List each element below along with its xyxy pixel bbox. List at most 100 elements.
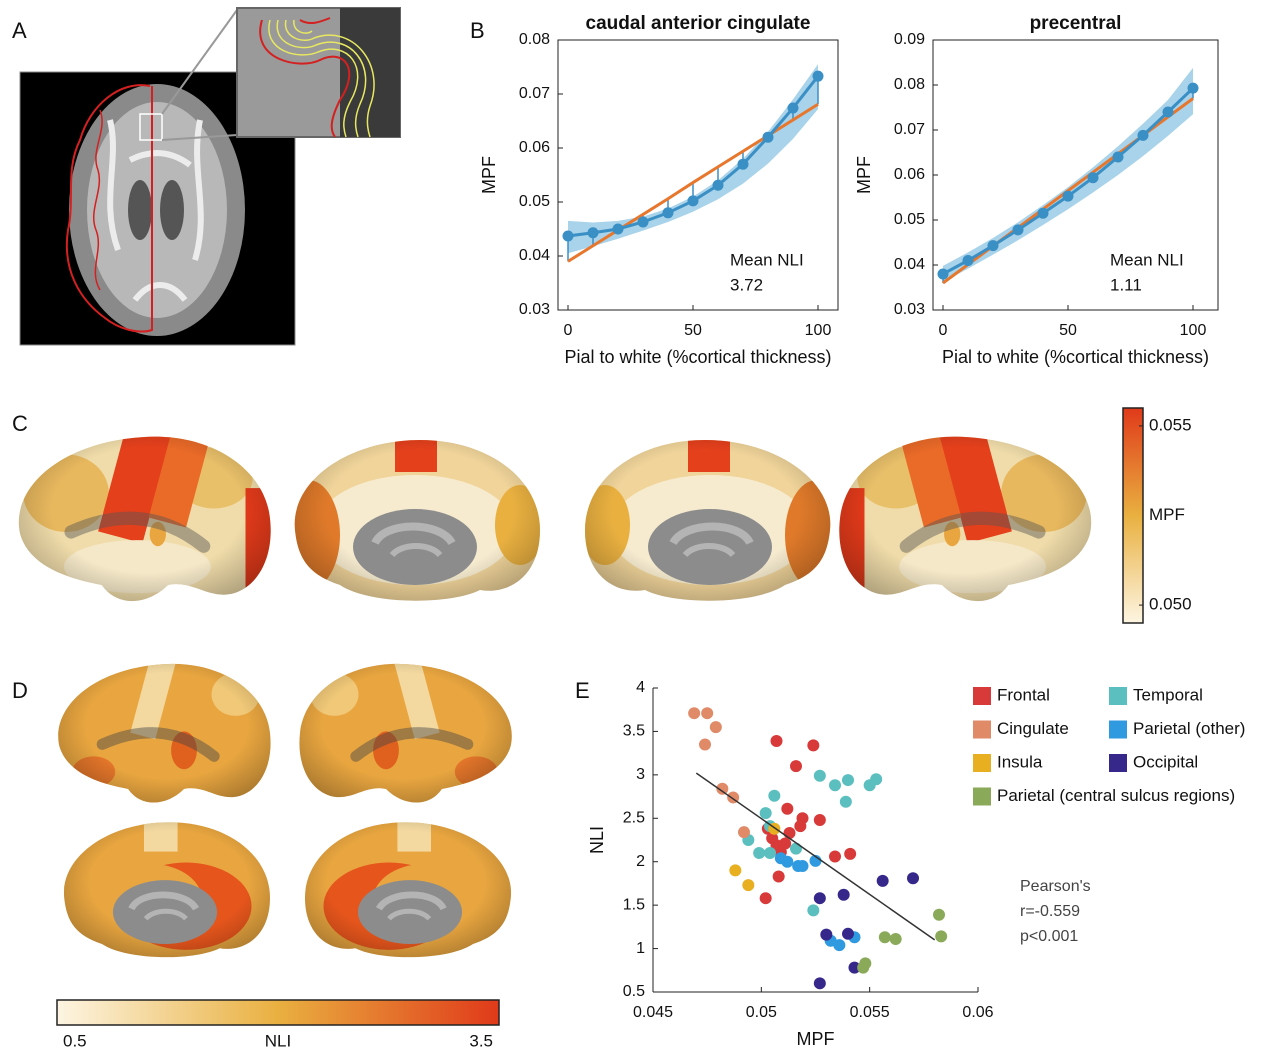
annotation: 3.72	[730, 275, 763, 294]
data-point	[612, 223, 624, 235]
scatter-point	[820, 928, 833, 941]
scatter-point	[935, 930, 948, 943]
data-point	[562, 230, 574, 242]
colorbar	[56, 999, 500, 1026]
scatter-point	[764, 847, 776, 860]
legend-swatch	[973, 787, 991, 806]
scatter-point	[688, 707, 701, 720]
y-tick-label: 0.03	[519, 301, 550, 318]
panel-label: C	[12, 411, 28, 436]
scatter-point	[753, 847, 766, 860]
annotation: Mean NLI	[730, 250, 804, 269]
scatter-point	[790, 760, 802, 773]
annotation: p<0.001	[1020, 928, 1078, 945]
panel-label: A	[12, 18, 27, 43]
y-tick-label: 2	[636, 853, 645, 870]
scatter-point	[781, 802, 794, 815]
scatter-point	[770, 734, 783, 747]
x-tick-label: 100	[1180, 322, 1207, 339]
x-axis-label: Pial to white (%cortical thickness)	[942, 347, 1209, 367]
colorbar	[1122, 407, 1144, 624]
data-point	[762, 131, 774, 143]
scatter-point	[876, 874, 889, 887]
scatter-point	[790, 842, 802, 855]
fit-line	[567, 102, 819, 263]
legend-swatch	[973, 687, 991, 705]
x-tick-label: 0	[564, 322, 573, 339]
y-tick-label: 1	[636, 940, 645, 957]
colorbar-tick-label: 0.050	[1149, 595, 1192, 614]
scatter-point	[772, 870, 785, 883]
scatter-point	[848, 961, 861, 974]
x-tick-label: 0.045	[633, 1004, 673, 1021]
y-tick-label: 0.07	[894, 121, 925, 138]
y-tick-label: 0.04	[894, 256, 925, 273]
y-tick-label: 0.08	[894, 76, 925, 93]
y-tick-label: 2.5	[623, 810, 645, 827]
scatter-point	[813, 892, 826, 905]
legend-label: Insula	[997, 752, 1043, 771]
data-point	[1187, 82, 1199, 94]
data-point	[1037, 207, 1049, 219]
y-tick-label: 3	[636, 766, 645, 783]
colorbar-tick-label: 0.5	[63, 1031, 87, 1050]
data-point	[1112, 151, 1124, 163]
legend-label: Parietal (central sulcus regions)	[997, 786, 1235, 805]
regression-line	[695, 772, 936, 941]
data-point	[712, 179, 724, 191]
scatter-point	[729, 864, 742, 877]
scatter-point	[889, 933, 902, 946]
x-axis-label: Pial to white (%cortical thickness)	[564, 347, 831, 367]
data-line	[567, 75, 820, 238]
legend-label: Parietal (other)	[1133, 719, 1245, 738]
chart-title: precentral	[1030, 13, 1122, 34]
scatter-point	[759, 807, 772, 820]
x-tick-label: 0.05	[746, 1004, 777, 1021]
data-point	[1137, 129, 1149, 141]
legend-label: Cingulate	[997, 719, 1069, 738]
y-tick-label: 0.09	[894, 31, 925, 48]
scatter-point	[842, 774, 854, 787]
scatter-point	[844, 847, 857, 860]
y-axis-label: NLI	[587, 826, 607, 854]
x-tick-label: 50	[1059, 322, 1077, 339]
scatter-point	[829, 779, 841, 792]
mri-image	[19, 7, 401, 346]
scatter-point	[759, 892, 772, 905]
data-point	[812, 70, 824, 82]
scatter-point	[796, 860, 809, 873]
scatter-point	[716, 782, 729, 795]
scatter-point	[781, 855, 794, 868]
scatter-point	[701, 707, 714, 720]
x-tick-label: 0.055	[850, 1004, 890, 1021]
scatter-point	[857, 961, 870, 974]
panel-label: D	[12, 678, 28, 703]
y-tick-label: 0.05	[894, 211, 925, 228]
y-axis-label: MPF	[479, 156, 499, 194]
data-point	[587, 227, 599, 239]
legend-label: Frontal	[997, 685, 1050, 704]
brain-maps-nli	[55, 650, 515, 961]
annotation: Pearson's	[1020, 878, 1091, 895]
chart-title: caudal anterior cingulate	[586, 13, 811, 34]
scatter-point	[807, 904, 820, 917]
legend-label: Occipital	[1133, 752, 1198, 771]
panel-label: E	[575, 678, 590, 703]
scatter-point	[813, 977, 826, 990]
data-point	[1062, 190, 1074, 202]
data-point	[1162, 106, 1174, 118]
data-point	[962, 255, 974, 266]
confidence-band	[568, 64, 818, 254]
data-point	[937, 268, 949, 280]
annotation: r=-0.559	[1020, 903, 1080, 920]
scatter-point	[829, 850, 841, 863]
y-tick-label: 0.08	[519, 31, 550, 48]
data-point	[787, 102, 799, 114]
legend-swatch	[1109, 754, 1127, 772]
scatter-point	[699, 738, 711, 751]
scatter-point	[833, 939, 846, 952]
y-tick-label: 0.05	[519, 193, 550, 210]
legend-swatch	[1109, 720, 1127, 739]
y-tick-label: 0.06	[519, 139, 550, 156]
